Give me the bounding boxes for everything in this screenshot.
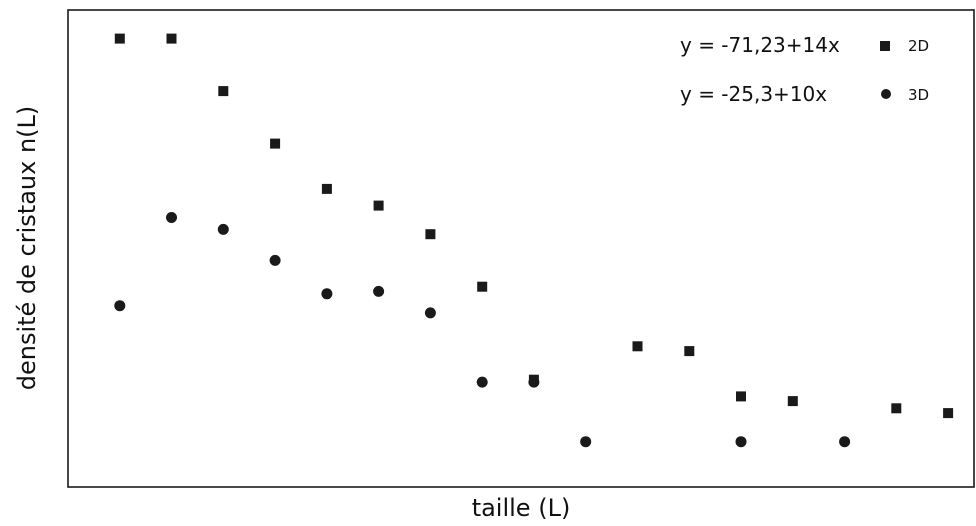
y-axis-label: densité de cristaux n(L) (13, 106, 41, 391)
data-point-2d-2 (166, 33, 177, 44)
data-point-2d-1 (114, 33, 125, 44)
data-points (114, 33, 954, 448)
data-point-2d-15 (943, 408, 954, 419)
legend-label-2d: 2D (908, 37, 929, 55)
legend-marker-3d (881, 89, 891, 99)
data-point-3d-10 (580, 436, 592, 448)
data-point-2d-7 (425, 229, 436, 240)
data-point-2d-3 (218, 86, 229, 97)
data-point-3d-6 (373, 285, 385, 297)
data-point-2d-10 (632, 341, 643, 352)
data-point-3d-2 (166, 212, 177, 223)
data-point-2d-13 (787, 396, 798, 407)
legend-equation-2d: y = -71,23+14x (680, 33, 840, 57)
legend: y = -71,23+14x 2D y = -25,3+10x 3D (680, 33, 929, 106)
data-point-3d-1 (114, 300, 126, 312)
data-point-3d-5 (321, 288, 333, 300)
data-point-2d-6 (373, 200, 384, 211)
data-point-3d-4 (269, 254, 281, 266)
data-point-2d-8 (477, 281, 488, 292)
legend-label-3d: 3D (908, 86, 929, 104)
data-point-2d-5 (321, 183, 332, 194)
data-point-3d-12 (839, 436, 851, 448)
legend-equation-3d: y = -25,3+10x (680, 82, 827, 106)
data-point-2d-14 (891, 403, 902, 414)
plot-frame (67, 9, 975, 488)
legend-marker-2d (880, 41, 890, 51)
data-point-3d-8 (476, 376, 488, 388)
data-point-2d-12 (736, 391, 746, 402)
x-axis-label: taille (L) (472, 494, 571, 522)
data-point-2d-4 (270, 138, 281, 149)
data-point-3d-7 (424, 307, 436, 319)
data-point-3d-11 (735, 436, 747, 448)
data-point-3d-3 (217, 223, 229, 235)
data-point-2d-11 (684, 346, 695, 357)
data-point-3d-9 (528, 376, 540, 388)
